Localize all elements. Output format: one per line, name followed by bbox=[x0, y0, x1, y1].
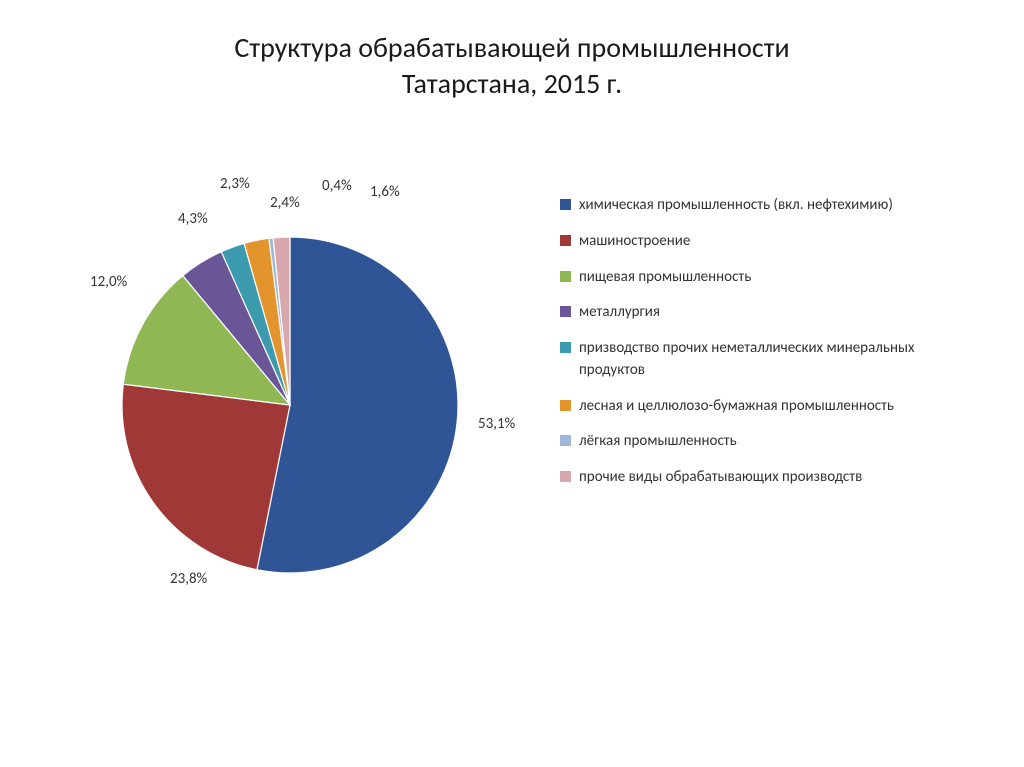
legend-label-1: машиностроение bbox=[579, 231, 690, 253]
data-label-2: 12,0% bbox=[90, 273, 127, 291]
legend-swatch-5 bbox=[560, 400, 571, 411]
title-line-1: Структура обрабатывающей промышленности bbox=[234, 30, 789, 65]
data-label-7: 1,6% bbox=[370, 183, 400, 201]
legend-label-3: металлургия bbox=[579, 302, 660, 324]
legend-item-6: лёгкая промышленность bbox=[560, 431, 980, 453]
data-label-5: 2,4% bbox=[270, 194, 300, 212]
legend-swatch-2 bbox=[560, 271, 571, 282]
legend-swatch-3 bbox=[560, 306, 571, 317]
chart-title: Структура обрабатывающей промышленности … bbox=[0, 0, 1024, 103]
title-line-2: Татарстана, 2015 г. bbox=[402, 66, 622, 101]
legend-label-0: химическая промышленность (вкл. нефтехим… bbox=[579, 195, 893, 217]
data-label-0: 53,1% bbox=[478, 415, 515, 433]
legend-label-5: лесная и целлюлозо-бумажная промышленнос… bbox=[579, 396, 894, 418]
legend-label-7: прочие виды обрабатывающих производств bbox=[579, 467, 862, 489]
legend-item-3: металлургия bbox=[560, 302, 980, 324]
data-label-3: 4,3% bbox=[178, 210, 208, 228]
legend-item-7: прочие виды обрабатывающих производств bbox=[560, 467, 980, 489]
data-label-4: 2,3% bbox=[220, 175, 250, 193]
pie-chart: 53,1%23,8%12,0%4,3%2,3%2,4%0,4%1,6% bbox=[80, 165, 500, 585]
legend-swatch-4 bbox=[560, 342, 571, 353]
legend-swatch-7 bbox=[560, 471, 571, 482]
legend-label-4: призводство прочих неметаллических минер… bbox=[579, 338, 959, 382]
legend-item-4: призводство прочих неметаллических минер… bbox=[560, 338, 980, 382]
legend-label-6: лёгкая промышленность bbox=[579, 431, 737, 453]
pie-svg bbox=[120, 235, 460, 575]
legend-swatch-1 bbox=[560, 235, 571, 246]
data-label-1: 23,8% bbox=[170, 570, 207, 588]
legend-item-0: химическая промышленность (вкл. нефтехим… bbox=[560, 195, 980, 217]
legend-item-5: лесная и целлюлозо-бумажная промышленнос… bbox=[560, 396, 980, 418]
legend-item-1: машиностроение bbox=[560, 231, 980, 253]
legend-item-2: пищевая промышленность bbox=[560, 267, 980, 289]
legend: химическая промышленность (вкл. нефтехим… bbox=[560, 195, 980, 503]
legend-swatch-6 bbox=[560, 435, 571, 446]
legend-swatch-0 bbox=[560, 199, 571, 210]
legend-label-2: пищевая промышленность bbox=[579, 267, 751, 289]
data-label-6: 0,4% bbox=[322, 177, 352, 195]
